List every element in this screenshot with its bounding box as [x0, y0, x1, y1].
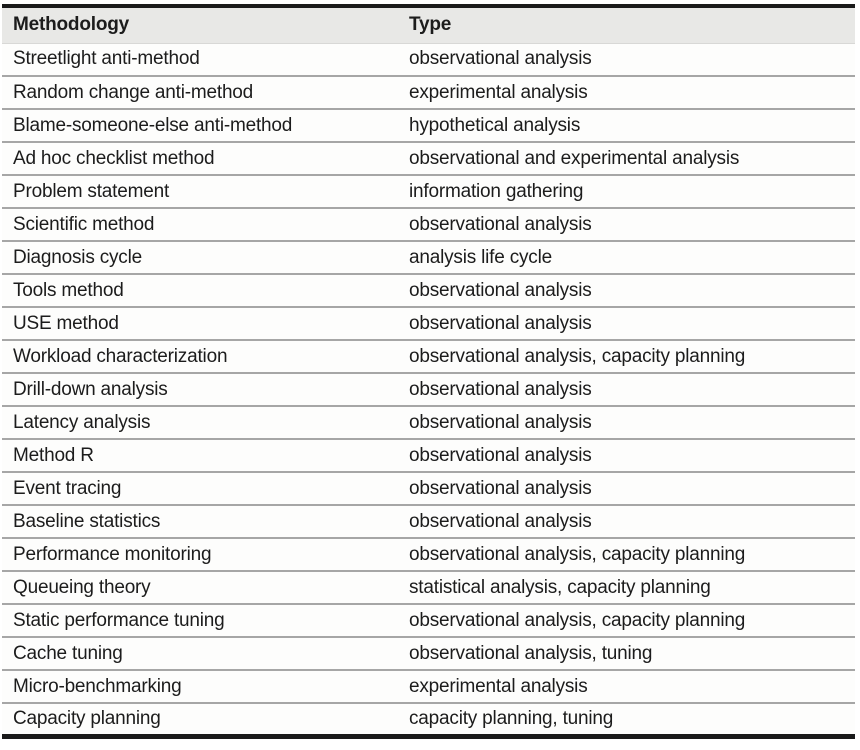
table-row: Method R observational analysis [2, 438, 855, 472]
methodology-cell: Problem statement [2, 174, 398, 208]
methodology-cell: Streetlight anti-method [2, 42, 398, 76]
type-cell: observational and experimental analysis [398, 141, 855, 175]
type-cell: observational analysis [398, 372, 855, 406]
table-row: Event tracing observational analysis [2, 471, 855, 505]
type-cell: observational analysis, capacity plannin… [398, 339, 855, 373]
table-row: Scientific method observational analysis [2, 207, 855, 241]
type-cell: experimental analysis [398, 669, 855, 703]
table-row: Static performance tuning observational … [2, 603, 855, 637]
table-row: Problem statement information gathering [2, 174, 855, 208]
type-cell: observational analysis [398, 42, 855, 76]
table-row: Cache tuning observational analysis, tun… [2, 636, 855, 670]
column-header-methodology: Methodology [13, 14, 130, 36]
column-header-type: Type [409, 14, 452, 36]
type-cell: observational analysis, capacity plannin… [398, 603, 855, 637]
table-row: Diagnosis cycle analysis life cycle [2, 240, 855, 274]
methodology-cell: Blame-someone-else anti-method [2, 108, 398, 142]
table-row: Tools method observational analysis [2, 273, 855, 307]
methodology-cell: Diagnosis cycle [2, 240, 398, 274]
table-row: Queueing theory statistical analysis, ca… [2, 570, 855, 604]
methodology-cell: Method R [2, 438, 398, 472]
methodology-cell: Ad hoc checklist method [2, 141, 398, 175]
type-cell: observational analysis [398, 504, 855, 538]
methodology-cell: Queueing theory [2, 570, 398, 604]
methodology-cell: Latency analysis [2, 405, 398, 439]
table-header-row: Methodology Type [2, 6, 855, 43]
table-row: USE method observational analysis [2, 306, 855, 340]
table-row: Latency analysis observational analysis [2, 405, 855, 439]
type-cell: observational analysis [398, 438, 855, 472]
methodology-cell: Workload characterization [2, 339, 398, 373]
methodology-cell: Capacity planning [2, 702, 398, 736]
type-cell: observational analysis [398, 273, 855, 307]
methodology-cell: Static performance tuning [2, 603, 398, 637]
methodology-cell: Event tracing [2, 471, 398, 505]
methodology-cell: USE method [2, 306, 398, 340]
type-cell: experimental analysis [398, 75, 855, 109]
type-cell: hypothetical analysis [398, 108, 855, 142]
type-cell: analysis life cycle [398, 240, 855, 274]
table-row: Baseline statistics observational analys… [2, 504, 855, 538]
table-row: Random change anti-method experimental a… [2, 75, 855, 109]
type-cell: observational analysis [398, 405, 855, 439]
type-cell: observational analysis, tuning [398, 636, 855, 670]
table-row: Streetlight anti-method observational an… [2, 42, 855, 76]
type-cell: statistical analysis, capacity planning [398, 570, 855, 604]
type-cell: capacity planning, tuning [398, 702, 855, 736]
table-row: Ad hoc checklist method observational an… [2, 141, 855, 175]
table-row: Workload characterization observational … [2, 339, 855, 373]
methodology-type-table: Methodology Type Streetlight anti-method… [2, 4, 855, 739]
methodology-cell: Micro-benchmarking [2, 669, 398, 703]
type-cell: observational analysis [398, 306, 855, 340]
methodology-cell: Baseline statistics [2, 504, 398, 538]
type-cell: observational analysis [398, 471, 855, 505]
table-row: Micro-benchmarking experimental analysis [2, 669, 855, 703]
methodology-cell: Random change anti-method [2, 75, 398, 109]
methodology-cell: Tools method [2, 273, 398, 307]
table-row: Drill-down analysis observational analys… [2, 372, 855, 406]
table-body: Streetlight anti-method observational an… [2, 42, 855, 736]
methodology-cell: Performance monitoring [2, 537, 398, 571]
type-cell: observational analysis [398, 207, 855, 241]
type-cell: observational analysis, capacity plannin… [398, 537, 855, 571]
table-row: Performance monitoring observational ana… [2, 537, 855, 571]
table-row: Blame-someone-else anti-method hypotheti… [2, 108, 855, 142]
methodology-cell: Scientific method [2, 207, 398, 241]
methodology-cell: Drill-down analysis [2, 372, 398, 406]
table-row: Capacity planning capacity planning, tun… [2, 702, 855, 736]
methodology-cell: Cache tuning [2, 636, 398, 670]
type-cell: information gathering [398, 174, 855, 208]
